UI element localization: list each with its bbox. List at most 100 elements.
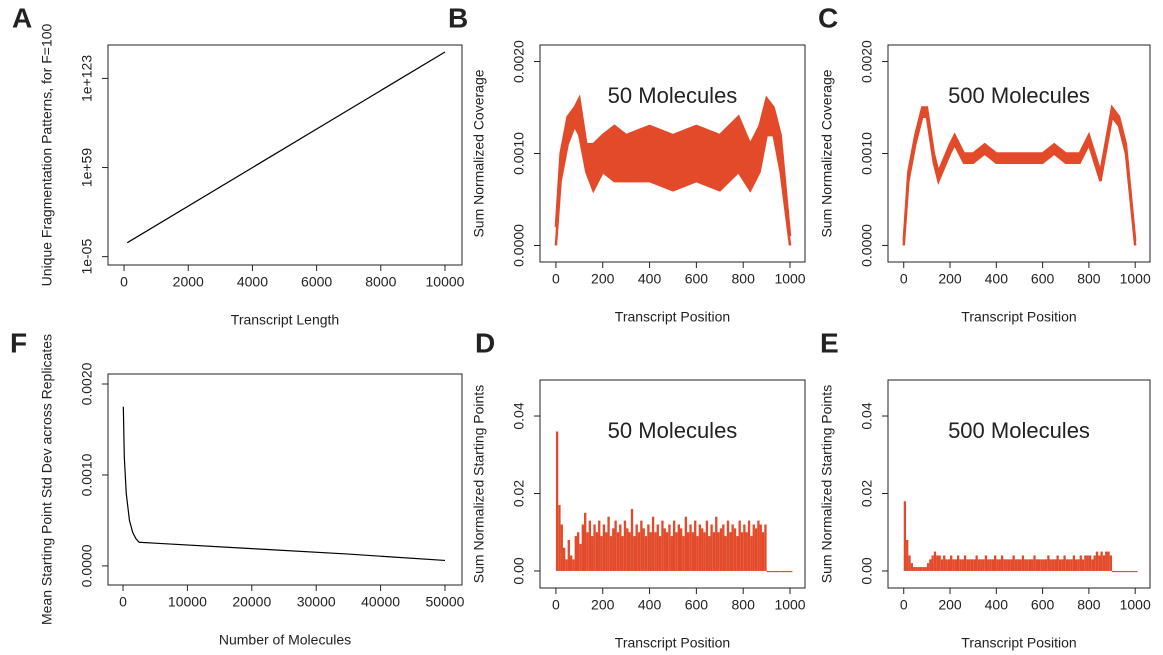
bar — [1084, 555, 1087, 571]
x-tick-label: 200 — [591, 597, 615, 613]
bar — [1056, 555, 1059, 571]
x-tick-label: 1000 — [774, 597, 805, 613]
bar — [771, 570, 774, 573]
y-axis-label: Unique Fragmentation Patterns, for F=100 — [39, 23, 55, 286]
bar — [950, 555, 953, 571]
bar — [915, 567, 918, 571]
bar — [1070, 559, 1073, 571]
plot-frame — [107, 373, 463, 586]
bar — [616, 532, 620, 571]
bar — [773, 570, 776, 573]
bar — [740, 532, 744, 571]
x-tick-label: 30000 — [297, 594, 336, 610]
bar — [917, 567, 920, 571]
bar — [598, 520, 601, 571]
y-tick-label: 0.0000 — [859, 224, 875, 267]
bar — [637, 532, 641, 571]
bar — [1109, 555, 1113, 571]
y-tick-label: 1e-05 — [79, 239, 95, 275]
x-tick-label: 0 — [900, 597, 908, 613]
x-tick-label: 800 — [732, 597, 756, 613]
y-axis-label: Sum Normalized Starting Points — [819, 385, 835, 583]
bar — [1065, 559, 1069, 571]
bar — [933, 551, 937, 571]
bar — [966, 559, 969, 571]
bar — [743, 524, 746, 571]
bar — [612, 528, 615, 571]
bar — [576, 532, 580, 571]
x-tick-label: 0 — [552, 597, 560, 613]
bar — [1075, 559, 1078, 571]
x-tick-label: 4000 — [237, 274, 268, 290]
bar — [790, 570, 793, 573]
plot-frame — [887, 379, 1151, 589]
bar — [701, 528, 704, 571]
x-tick-label: 400 — [985, 597, 1009, 613]
bar — [963, 555, 967, 571]
bar — [684, 516, 688, 571]
bar — [621, 536, 624, 571]
x-axis-label: Transcript Position — [615, 309, 730, 325]
line — [554, 94, 792, 237]
bar — [555, 431, 559, 571]
bar — [782, 570, 786, 573]
x-tick-label: 1000 — [1120, 597, 1151, 613]
bar — [588, 520, 592, 571]
line — [902, 113, 1137, 246]
line — [554, 122, 792, 246]
bar — [945, 559, 948, 571]
y-tick-label: 0.0000 — [511, 224, 527, 267]
y-tick-label: 0.0000 — [79, 544, 95, 587]
bar — [968, 559, 971, 571]
bar — [565, 559, 568, 571]
bar — [703, 532, 706, 571]
y-tick-label: 1e+59 — [79, 148, 95, 188]
bar — [560, 524, 563, 571]
bar — [1028, 559, 1032, 571]
bar — [1040, 559, 1043, 571]
panel-label: B — [448, 2, 468, 33]
bar — [1095, 551, 1099, 571]
y-tick-label: 0.0010 — [79, 453, 95, 496]
bar — [682, 536, 685, 571]
bar — [679, 528, 683, 571]
bar — [1061, 559, 1064, 571]
bar — [717, 532, 720, 571]
bar — [1105, 551, 1108, 571]
bar — [687, 532, 690, 571]
bar — [665, 532, 669, 571]
bar — [1116, 570, 1119, 573]
y-tick-label: 0.0020 — [859, 40, 875, 83]
x-tick-label: 1000 — [1120, 271, 1151, 287]
bar — [726, 520, 730, 571]
bar — [579, 543, 582, 571]
x-axis-label: Number of Molecules — [219, 632, 351, 648]
bar — [936, 555, 939, 571]
bar — [647, 524, 650, 571]
bar — [910, 563, 913, 571]
bar — [628, 532, 631, 571]
bar — [1044, 559, 1048, 571]
bar — [989, 559, 992, 571]
y-axis-label: Sum Normalized Coverage — [819, 69, 835, 237]
bar — [581, 524, 585, 571]
x-tick-label: 50000 — [426, 594, 465, 610]
bar — [747, 520, 751, 571]
bar — [1128, 570, 1131, 573]
bar — [1072, 555, 1076, 571]
bar — [698, 524, 702, 571]
bar — [752, 524, 755, 571]
bar — [940, 559, 944, 571]
bar — [991, 559, 995, 571]
bar — [903, 501, 907, 571]
bar — [908, 555, 911, 571]
bar — [724, 536, 727, 571]
bar — [591, 536, 594, 571]
y-axis-label: Sum Normalized Coverage — [471, 69, 487, 237]
x-tick-label: 10000 — [168, 594, 207, 610]
bar — [943, 555, 946, 571]
x-tick-label: 2000 — [173, 274, 204, 290]
plot-frame — [107, 44, 463, 266]
bar — [619, 524, 622, 571]
